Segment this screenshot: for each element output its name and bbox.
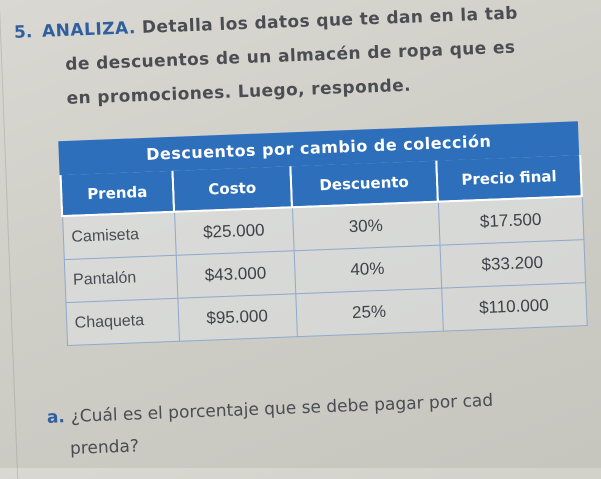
exercise-instruction-line-1: Detalla los datos que te dan en la tab: [141, 3, 519, 38]
cell-precio-final: $33.200: [439, 239, 586, 289]
discount-table-grid: Prenda Costo Descuento Precio final Cami…: [60, 155, 588, 346]
cell-descuento: 25%: [295, 288, 443, 337]
cell-costo: $25.000: [174, 207, 294, 256]
discount-table: Descuentos por cambio de colección Prend…: [58, 121, 588, 346]
cell-precio-final: $17.500: [437, 196, 584, 246]
cell-descuento: 40%: [293, 245, 442, 294]
page-margin-line: [0, 11, 19, 479]
question-text: ¿Cuál es el porcentaje que se debe pagar…: [70, 390, 494, 427]
cell-prenda: Pantalón: [63, 255, 178, 303]
cell-prenda: Camiseta: [62, 211, 176, 260]
header-prenda: Prenda: [60, 170, 175, 217]
cell-precio-final: $110.000: [441, 282, 587, 332]
header-descuento: Descuento: [290, 160, 438, 208]
cell-prenda: Chaqueta: [65, 298, 180, 346]
exercise-number: 5.: [13, 22, 33, 43]
header-precio-final: Precio final: [436, 155, 582, 202]
header-costo: Costo: [172, 166, 292, 212]
exercise-keyword: ANALIZA.: [41, 18, 137, 42]
question-continuation: prenda?: [69, 436, 140, 459]
exercise-instruction-line-3: en promociones. Luego, responde.: [66, 75, 412, 109]
cell-costo: $43.000: [175, 250, 296, 299]
exercise-instruction-line-2: de descuentos de un almacén de ropa que …: [64, 37, 516, 75]
cell-costo: $95.000: [177, 293, 297, 342]
cell-descuento: 30%: [291, 201, 440, 251]
question-a: a. ¿Cuál es el porcentaje que se debe pag…: [46, 391, 493, 428]
question-letter: a.: [46, 407, 66, 428]
